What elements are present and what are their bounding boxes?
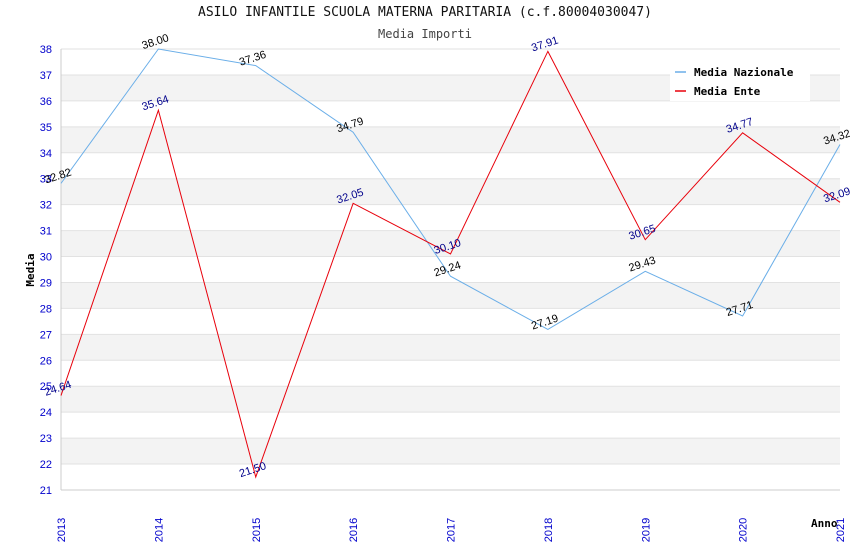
- y-tick-label: 24: [40, 407, 52, 419]
- x-tick-label: 2013: [56, 518, 68, 542]
- x-tick-label: 2014: [153, 518, 165, 542]
- chart-title: ASILO INFANTILE SCUOLA MATERNA PARITARIA…: [198, 5, 652, 20]
- y-tick-label: 29: [40, 277, 52, 289]
- y-tick-label: 35: [40, 122, 52, 134]
- y-tick-label: 28: [40, 303, 52, 315]
- legend-box: [670, 61, 810, 101]
- x-tick-label: 2016: [348, 518, 360, 542]
- data-label: 37.91: [530, 35, 560, 55]
- grid-band: [61, 386, 840, 413]
- y-tick-labels: 21 22 23 24 25 26 27 28 29 30 31 32 33 34 35 36 37 38: [40, 44, 52, 497]
- y-tick-label: 37: [40, 70, 52, 82]
- x-tick-label: 2020: [738, 518, 750, 542]
- x-tick-label: 2021: [835, 518, 847, 542]
- y-axis-title: Media: [24, 253, 37, 286]
- y-tick-label: 23: [40, 433, 52, 445]
- y-tick-label: 31: [40, 226, 52, 238]
- y-tick-label: 26: [40, 355, 52, 367]
- x-tick-label: 2019: [640, 518, 652, 542]
- y-tick-label: 21: [40, 485, 52, 497]
- grid-bands: [61, 74, 840, 465]
- y-tick-label: 34: [40, 148, 52, 160]
- x-axis-title: Anno: [811, 517, 838, 530]
- grid-band: [61, 230, 840, 257]
- legend-entry: Media Nazionale: [694, 66, 794, 79]
- data-label: 29.24: [433, 259, 463, 279]
- grid-lines: [61, 48, 840, 491]
- legend: Media Nazionale Media Ente: [670, 61, 810, 101]
- data-label: 37.36: [238, 49, 268, 69]
- y-tick-label: 32: [40, 200, 52, 212]
- data-label: 29.43: [627, 255, 657, 275]
- series-line-media-ente: [60, 50, 841, 479]
- x-tick-label: 2015: [251, 518, 263, 542]
- y-tick-label: 27: [40, 329, 52, 341]
- x-tick-label: 2017: [446, 518, 458, 542]
- grid-band: [61, 282, 840, 309]
- grid-band: [61, 178, 840, 205]
- grid-band: [61, 334, 840, 361]
- series-line-media-nazionale: [60, 48, 841, 330]
- y-tick-label: 33: [40, 174, 52, 186]
- legend-entry: Media Ente: [694, 85, 761, 98]
- y-tick-label: 36: [40, 96, 52, 108]
- y-tick-label: 38: [40, 44, 52, 56]
- grid-band: [61, 126, 840, 153]
- x-tick-labels: 2013 2014 2015 2016 2017 2018 2019 2020 2021: [56, 518, 847, 542]
- grid-band: [61, 438, 840, 465]
- chart-subtitle: Media Importi: [378, 27, 472, 41]
- y-tick-label: 25: [40, 381, 52, 393]
- series-lines: [60, 48, 841, 479]
- y-tick-label: 30: [40, 252, 52, 264]
- data-label: 27.19: [530, 313, 560, 333]
- x-tick-label: 2018: [543, 518, 555, 542]
- y-tick-label: 22: [40, 459, 52, 471]
